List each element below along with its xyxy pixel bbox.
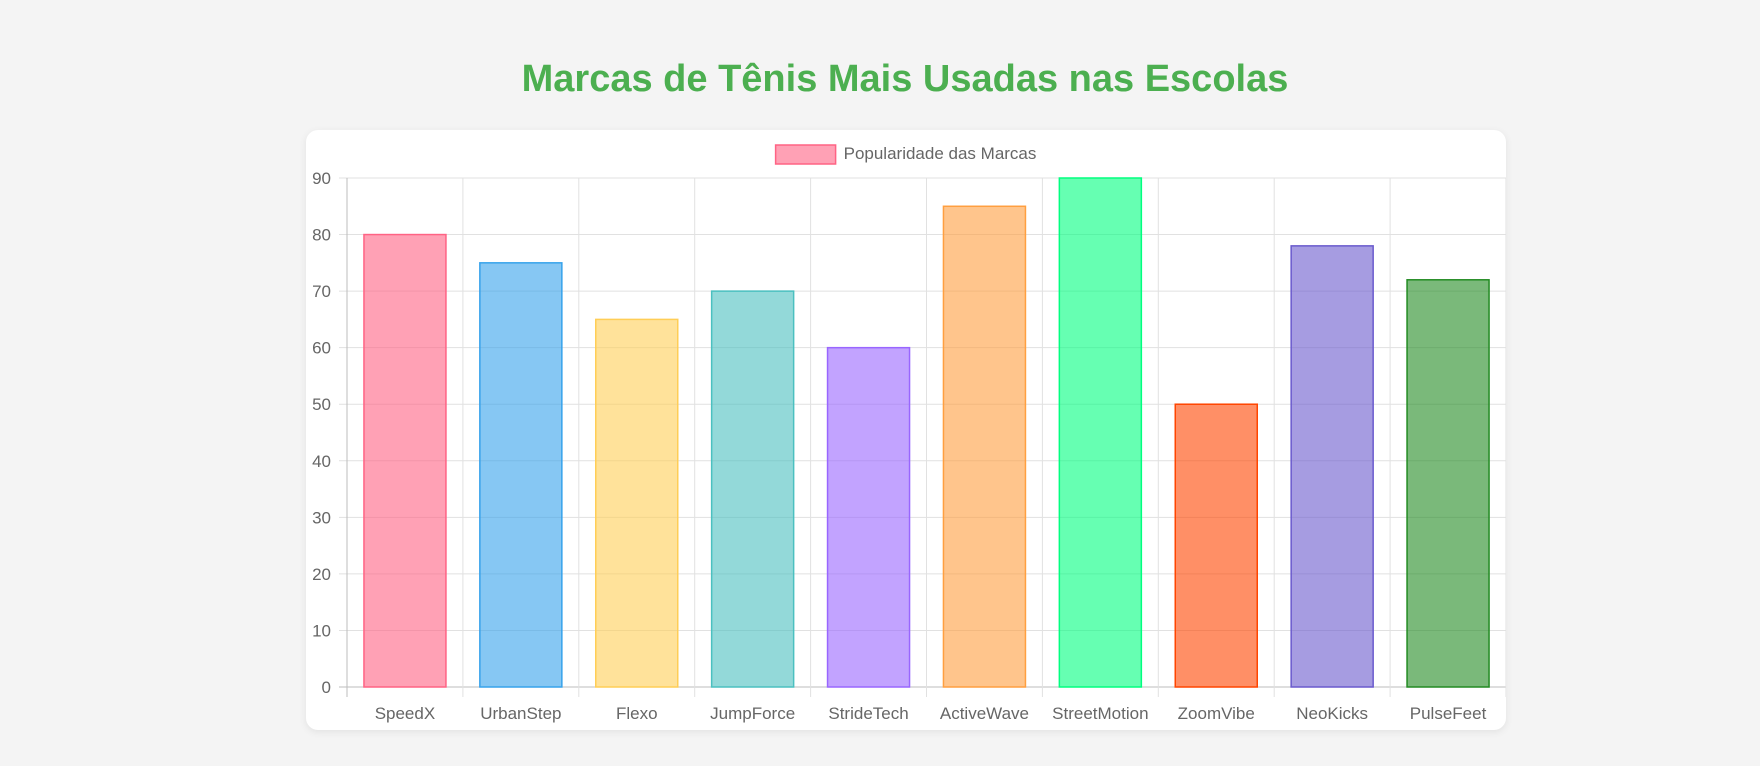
bar-flexo[interactable]: [595, 318, 679, 688]
bar-streetmotion[interactable]: [1058, 177, 1143, 688]
bar-chart: 0 10 20 30 40 50 60 70 80 90 SpeedX UrbanStep Flexo J…: [312, 144, 1506, 723]
x-tick-label: SpeedX: [375, 704, 436, 723]
bar-activewave[interactable]: [942, 205, 1027, 688]
x-tick-label: StrideTech: [828, 704, 908, 723]
y-tick-label: 20: [312, 565, 331, 584]
x-tick-label: UrbanStep: [480, 704, 561, 723]
bar-neokicks[interactable]: [1290, 245, 1374, 688]
x-tick-label: ActiveWave: [940, 704, 1029, 723]
legend[interactable]: Popularidade das Marcas: [774, 144, 1037, 165]
x-tick-label: StreetMotion: [1052, 704, 1148, 723]
bar-jumpforce[interactable]: [710, 290, 795, 688]
y-tick-label: 30: [312, 508, 331, 527]
bar-speedx[interactable]: [363, 233, 447, 688]
legend-label: Popularidade das Marcas: [844, 144, 1037, 163]
x-tick-label: JumpForce: [710, 704, 795, 723]
bar-urbanstep[interactable]: [479, 262, 563, 688]
x-tick-label: NeoKicks: [1296, 704, 1368, 723]
y-tick-label: 60: [312, 339, 331, 358]
x-tick-label: PulseFeet: [1410, 704, 1487, 723]
x-tick-label: ZoomVibe: [1178, 704, 1255, 723]
y-tick-label: 70: [312, 282, 331, 301]
chart-card: 0 10 20 30 40 50 60 70 80 90 SpeedX UrbanStep Flexo J…: [306, 130, 1506, 730]
y-tick-label: 90: [312, 169, 331, 188]
axes: 0 10 20 30 40 50 60 70 80 90 SpeedX UrbanStep Flexo J…: [312, 169, 1487, 723]
x-tick-label: Flexo: [616, 704, 658, 723]
bar-zoomvibe[interactable]: [1174, 403, 1258, 688]
legend-swatch[interactable]: [774, 144, 837, 165]
bar-stridetech[interactable]: [826, 346, 911, 688]
page-title: Marcas de Tênis Mais Usadas nas Escolas: [521, 58, 1289, 100]
y-tick-label: 50: [312, 395, 331, 414]
y-tick-label: 10: [312, 621, 331, 640]
y-tick-label: 80: [312, 226, 331, 245]
bar-pulsefeet[interactable]: [1406, 279, 1490, 688]
y-tick-label: 0: [322, 678, 331, 697]
y-tick-label: 40: [312, 452, 331, 471]
bars: [363, 177, 1490, 688]
